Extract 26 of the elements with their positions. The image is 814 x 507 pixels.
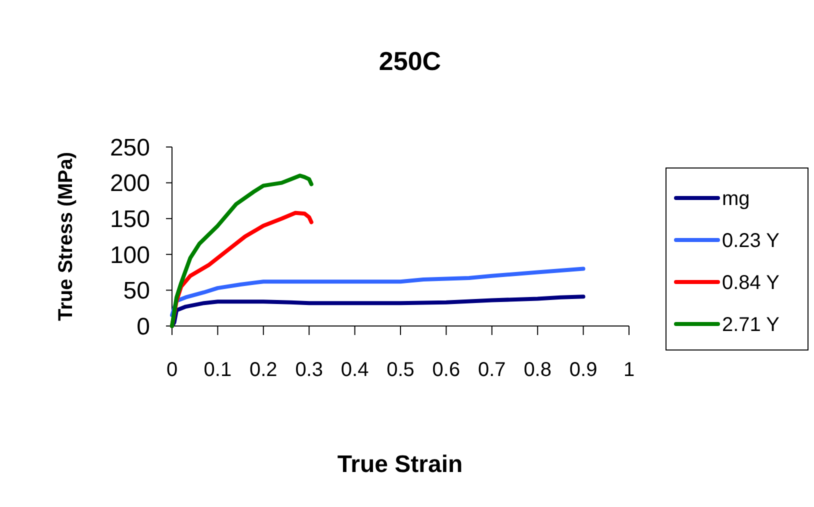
legend-label: mg bbox=[722, 188, 750, 210]
x-tick-label: 0.4 bbox=[340, 359, 369, 381]
x-tick-label: 0 bbox=[166, 359, 178, 381]
y-tick-label: 200 bbox=[110, 170, 150, 198]
line-series bbox=[170, 174, 314, 328]
x-tick-label: 1 bbox=[623, 359, 635, 381]
x-tick-label: 0.7 bbox=[478, 359, 506, 381]
y-tick-label: 0 bbox=[136, 313, 150, 340]
x-tick-label: 0.3 bbox=[295, 359, 324, 381]
x-tick-label: 0.1 bbox=[204, 359, 232, 381]
y-tick-label: 150 bbox=[110, 206, 150, 233]
y-axis-title: True Stress (MPa) bbox=[55, 152, 77, 321]
legend-label: 0.23 Y bbox=[722, 230, 780, 252]
x-tick-label: 0.2 bbox=[249, 359, 278, 381]
line-series bbox=[170, 266, 586, 318]
y-tick-label: 50 bbox=[123, 278, 150, 305]
legend-label: 0.84 Y bbox=[722, 272, 780, 294]
x-tick-label: 0.8 bbox=[524, 359, 552, 381]
legend-label: 2.71 Y bbox=[722, 314, 780, 336]
y-tick-label: 100 bbox=[110, 242, 150, 269]
x-axis-title: True Strain bbox=[337, 451, 463, 478]
y-tick-label: 250 bbox=[110, 134, 150, 162]
x-tick-label: 0.5 bbox=[386, 359, 414, 381]
x-tick-label: 0.6 bbox=[432, 359, 460, 381]
chart-title: 250C bbox=[378, 46, 442, 76]
x-tick-label: 0.9 bbox=[569, 359, 598, 381]
